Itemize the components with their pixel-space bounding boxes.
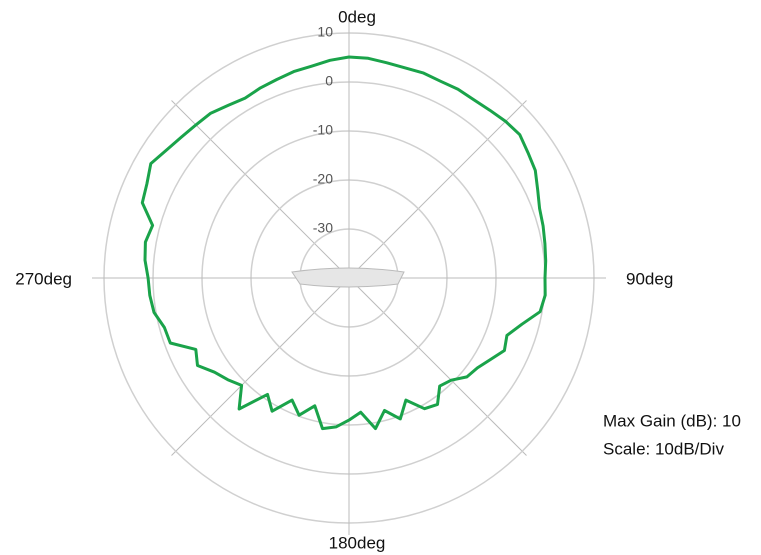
r-tick-label: 10	[317, 24, 333, 40]
theta-tick-label: 180deg	[329, 533, 386, 552]
theta-tick-label: 0deg	[338, 7, 376, 26]
plot	[140, 55, 548, 431]
annotation: Max Gain (dB): 10	[603, 411, 741, 430]
device-body	[291, 267, 405, 288]
device-icon	[291, 267, 405, 288]
spoke	[348, 277, 527, 456]
r-tick-label: -10	[313, 122, 333, 138]
r-tick-label: -20	[313, 171, 333, 187]
r-tick-label: -30	[313, 220, 333, 236]
spoke	[348, 100, 527, 279]
pattern-line	[140, 55, 548, 431]
spoke	[171, 277, 350, 456]
annotation: Scale: 10dB/Div	[603, 439, 724, 458]
theta-tick-label: 90deg	[626, 269, 673, 288]
theta-tick-label: 270deg	[15, 269, 72, 288]
r-tick-label: 0	[325, 73, 333, 89]
spoke	[171, 100, 350, 279]
